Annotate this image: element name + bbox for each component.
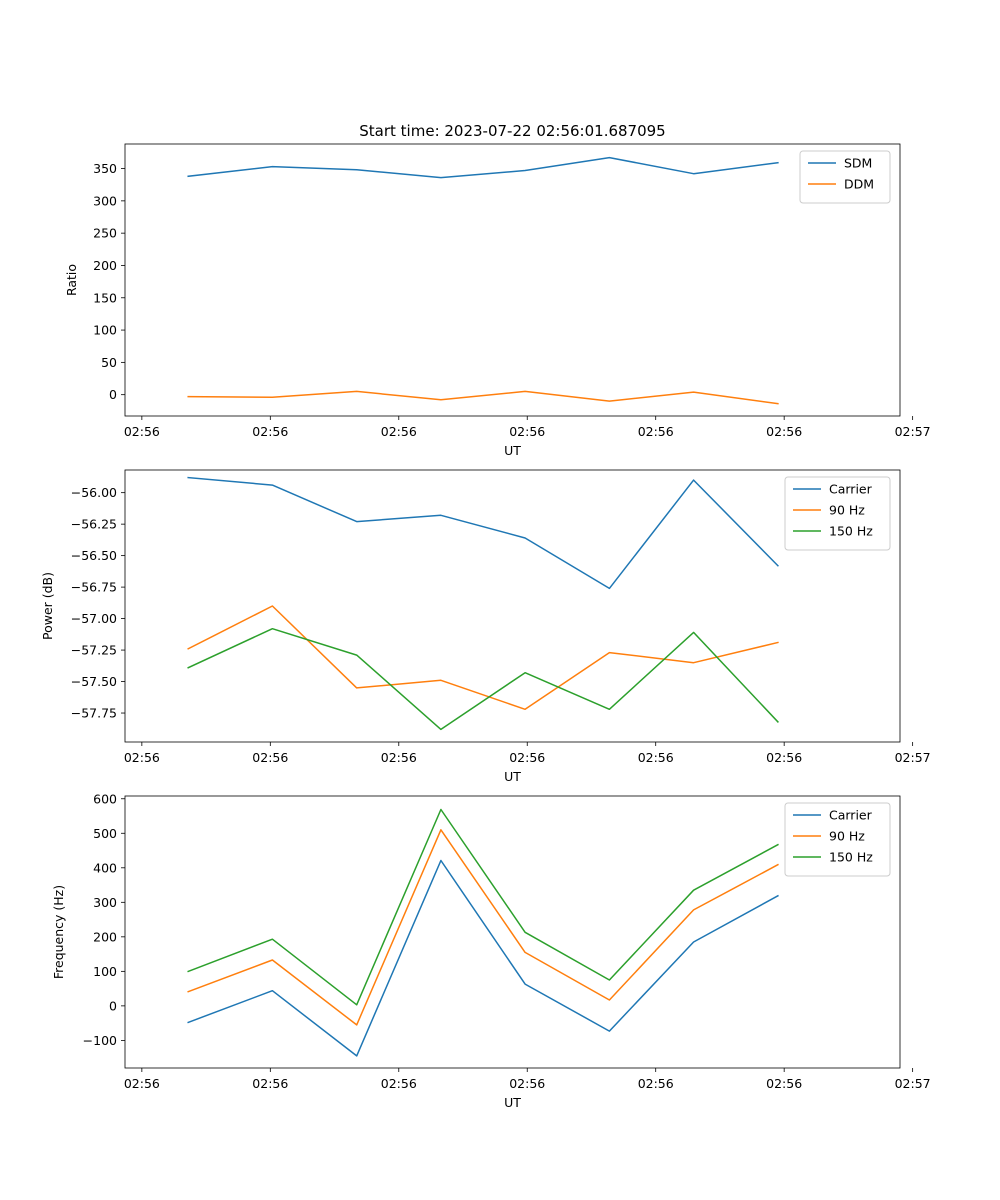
- x-tick-label: 02:56: [381, 1076, 417, 1091]
- x-tick-label: 02:56: [124, 750, 160, 765]
- legend-label: SDM: [844, 156, 872, 171]
- y-axis-label: Ratio: [64, 264, 79, 296]
- x-tick-label: 02:56: [766, 750, 802, 765]
- y-tick-label: −56.75: [71, 580, 117, 595]
- y-tick-label: −57.75: [71, 706, 117, 721]
- legend-label: 150 Hz: [829, 850, 873, 865]
- axes-frame: [124, 143, 901, 417]
- y-tick-label: 50: [101, 355, 117, 370]
- y-tick-label: −57.25: [71, 643, 117, 658]
- x-tick-label: 02:57: [895, 750, 931, 765]
- axes-frame: [124, 469, 901, 743]
- x-tick-label: 02:56: [252, 1076, 288, 1091]
- subplot-3: 02:56 02:56 02:56 02:56 02:56 02:56 02:57 −100 0…: [51, 791, 931, 1110]
- y-tick-label: −100: [83, 1033, 117, 1048]
- x-tick-label: 02:56: [252, 424, 288, 439]
- series-line-90-hz: [187, 605, 779, 711]
- y-tick-label: 200: [93, 258, 117, 273]
- x-tick-label: 02:56: [252, 750, 288, 765]
- x-tick-label: 02:56: [509, 424, 545, 439]
- y-tick-label: 350: [93, 161, 117, 176]
- series-line-150-hz: [187, 627, 779, 731]
- legend-label: 90 Hz: [829, 503, 865, 518]
- legend-label: Carrier: [829, 482, 873, 497]
- x-tick-label: 02:57: [895, 1076, 931, 1091]
- y-tick-label: 300: [93, 895, 117, 910]
- y-tick-label: 150: [93, 290, 117, 305]
- y-tick-label: −57.00: [71, 611, 117, 626]
- y-tick-label: 0: [109, 387, 117, 402]
- x-tick-label: 02:56: [124, 424, 160, 439]
- legend: Carrier 90 Hz 150 Hz: [784, 476, 891, 551]
- y-tick-label: 500: [93, 826, 117, 841]
- y-axis-label: Power (dB): [40, 572, 55, 640]
- legend-label: 90 Hz: [829, 829, 865, 844]
- y-tick-label: 600: [93, 791, 117, 806]
- y-tick-label: 250: [93, 226, 117, 241]
- x-tick-label: 02:57: [895, 424, 931, 439]
- series-line-90-hz: [187, 829, 779, 1026]
- y-tick-label: 100: [93, 964, 117, 979]
- legend-label: Carrier: [829, 808, 873, 823]
- y-tick-label: 0: [109, 998, 117, 1013]
- chart-title: Start time: 2023-07-22 02:56:01.687095: [359, 122, 665, 140]
- x-tick-label: 02:56: [638, 424, 674, 439]
- series-line-carrier: [187, 859, 779, 1057]
- x-tick-label: 02:56: [509, 750, 545, 765]
- x-tick-label: 02:56: [381, 750, 417, 765]
- x-tick-label: 02:56: [638, 750, 674, 765]
- y-tick-label: 100: [93, 323, 117, 338]
- legend-box: [799, 150, 891, 204]
- y-tick-label: 400: [93, 860, 117, 875]
- axes-frame: [124, 795, 901, 1069]
- legend: SDM DDM: [799, 150, 891, 204]
- series-line-ddm: [187, 390, 779, 405]
- x-tick-label: 02:56: [381, 424, 417, 439]
- x-tick-label: 02:56: [124, 1076, 160, 1091]
- y-tick-label: −56.00: [71, 485, 117, 500]
- subplot-1: 02:56 02:56 02:56 02:56 02:56 02:56 02:57 0 50 10…: [64, 122, 931, 458]
- y-tick-label: −56.50: [71, 548, 117, 563]
- legend-label: DDM: [844, 177, 874, 192]
- legend-label: 150 Hz: [829, 524, 873, 539]
- subplot-2: 02:56 02:56 02:56 02:56 02:56 02:56 02:57 −56.0…: [40, 469, 931, 784]
- x-tick-label: 02:56: [766, 424, 802, 439]
- series-line-carrier: [187, 476, 779, 590]
- y-axis-label: Frequency (Hz): [51, 885, 66, 979]
- y-tick-label: −57.50: [71, 674, 117, 689]
- x-tick-label: 02:56: [638, 1076, 674, 1091]
- y-tick-label: 200: [93, 929, 117, 944]
- x-axis-label: UT: [504, 769, 521, 784]
- series-line-150-hz: [187, 808, 779, 1006]
- x-tick-label: 02:56: [766, 1076, 802, 1091]
- x-tick-label: 02:56: [509, 1076, 545, 1091]
- x-axis-label: UT: [504, 443, 521, 458]
- legend: Carrier 90 Hz 150 Hz: [784, 802, 891, 877]
- series-line-sdm: [187, 156, 779, 179]
- y-tick-label: −56.25: [71, 517, 117, 532]
- x-axis-label: UT: [504, 1095, 521, 1110]
- y-tick-label: 300: [93, 193, 117, 208]
